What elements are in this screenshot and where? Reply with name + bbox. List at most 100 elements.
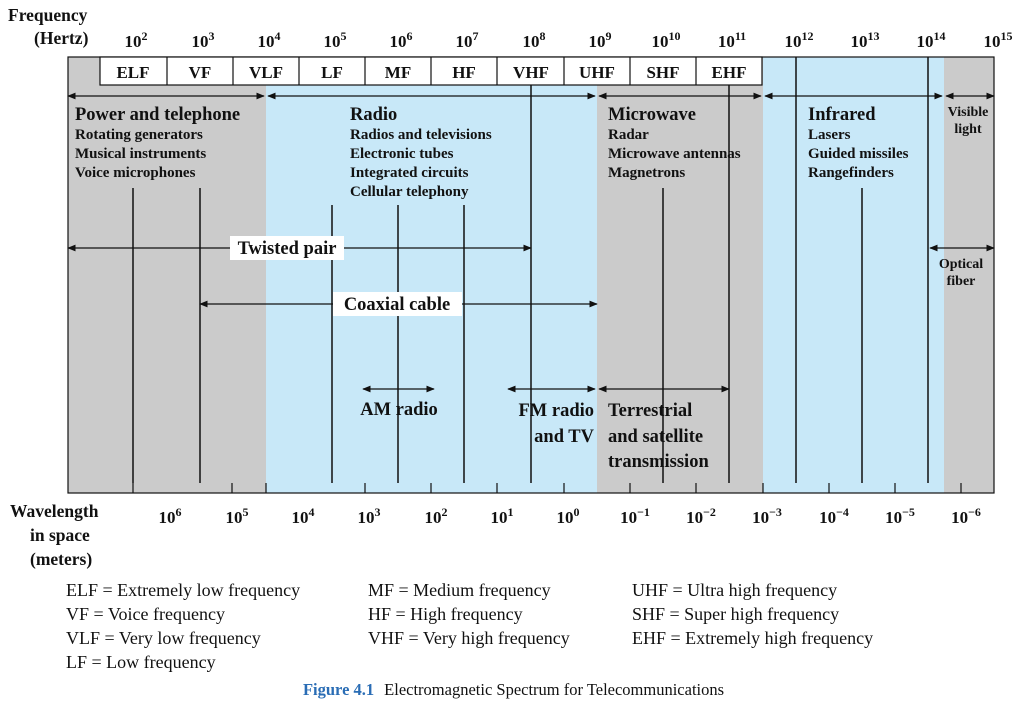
tick-label: 102	[425, 505, 448, 527]
tick-label: 102	[125, 29, 148, 51]
terrestrial-label: transmission	[608, 452, 709, 472]
tick-label: 1014	[917, 29, 946, 51]
spectrum-diagram: ELF VF VLF LF MF HF VHF UHF SHF EHF	[8, 5, 1013, 569]
tick-label: 103	[192, 29, 215, 51]
wavelength-ticks: 106 105 104 103 102 101 100 10−1 10−2 10−3 10−4 10−…	[159, 505, 981, 527]
radio-title: Radio	[350, 105, 397, 125]
legend-column-1: ELF = Extremely low frequency VF = Voice…	[66, 578, 300, 674]
infrared-item: Lasers	[808, 127, 851, 143]
visible-label: light	[954, 122, 982, 137]
legend-entry: VF = Voice frequency	[66, 604, 225, 624]
legend-entry: LF = Low frequency	[66, 652, 216, 672]
band-label: ELF	[116, 63, 149, 82]
legend-entry: MF = Medium frequency	[368, 580, 551, 600]
radio-region-fill	[266, 57, 597, 493]
infrared-region-fill	[763, 57, 944, 493]
radio-item: Cellular telephony	[350, 184, 469, 200]
band-label: VF	[189, 63, 212, 82]
media-labels: Twisted pair Coaxial cable Optical fiber…	[238, 239, 984, 472]
tick-label: 105	[226, 505, 249, 527]
legend-entry: EHF = Extremely high frequency	[632, 628, 874, 648]
wavelength-axis-label: in space	[30, 525, 90, 545]
band-label: VLF	[249, 63, 283, 82]
tick-label: 100	[557, 505, 580, 527]
radio-item: Integrated circuits	[350, 165, 469, 181]
tick-label: 109	[589, 29, 612, 51]
tick-label: 107	[456, 29, 479, 51]
tick-label: 105	[324, 29, 347, 51]
tick-label: 10−4	[819, 505, 849, 527]
band-labels: ELF VF VLF LF MF HF VHF UHF SHF EHF	[116, 63, 746, 82]
tick-label: 1013	[851, 29, 880, 51]
tick-label: 1010	[652, 29, 681, 51]
legend-column-2: MF = Medium frequency HF = High frequenc…	[368, 578, 570, 650]
terrestrial-label: Terrestrial	[608, 401, 692, 421]
microwave-item: Radar	[608, 127, 649, 143]
fm-radio-label: and TV	[534, 427, 594, 447]
tick-label: 106	[159, 505, 182, 527]
power-item: Rotating generators	[75, 127, 203, 143]
tick-label: 106	[390, 29, 413, 51]
band-label: LF	[321, 63, 343, 82]
frequency-ticks: 102 103 104 105 106 107 108 109 1010 1011 1012 1013…	[125, 29, 1013, 51]
coaxial-cable-label: Coaxial cable	[344, 295, 450, 315]
figure-title: Electromagnetic Spectrum for Telecommuni…	[384, 680, 725, 699]
fm-radio-label: FM radio	[518, 401, 594, 421]
band-label: EHF	[712, 63, 747, 82]
tick-label: 10−6	[951, 505, 981, 527]
wavelength-tick-marks	[132, 483, 962, 493]
tick-label: 1011	[718, 29, 746, 51]
frequency-axis: Frequency (Hertz)	[8, 5, 89, 48]
figure-number: Figure 4.1	[302, 680, 375, 699]
infrared-item: Rangefinders	[808, 165, 894, 181]
tick-label: 10−2	[686, 505, 716, 527]
wavelength-axis-label: (meters)	[30, 549, 92, 569]
tick-label: 1015	[984, 29, 1013, 51]
power-region-fill	[68, 57, 266, 493]
region-texts: Power and telephone Rotating generators …	[75, 105, 988, 200]
infrared-item: Guided missiles	[808, 146, 909, 162]
infrared-title: Infrared	[808, 105, 876, 125]
legend-entry: HF = High frequency	[368, 604, 523, 624]
visible-label: Visible	[948, 105, 989, 120]
legend-entry: VLF = Very low frequency	[66, 628, 261, 648]
band-label: VHF	[513, 63, 549, 82]
legend-entry: ELF = Extremely low frequency	[66, 580, 301, 600]
optical-fiber-label: Optical	[939, 257, 983, 272]
am-radio-label: AM radio	[360, 400, 438, 420]
twisted-pair-label: Twisted pair	[238, 239, 337, 259]
microwave-item: Magnetrons	[608, 165, 685, 181]
legend-column-3: UHF = Ultra high frequency SHF = Super h…	[632, 578, 873, 650]
power-item: Musical instruments	[75, 146, 206, 162]
tick-label: 104	[258, 29, 281, 51]
band-label: MF	[385, 63, 411, 82]
band-label: HF	[452, 63, 476, 82]
visible-region-fill	[944, 57, 994, 493]
band-dividers	[166, 57, 697, 85]
tick-label: 1012	[785, 29, 814, 51]
legend-entry: UHF = Ultra high frequency	[632, 580, 838, 600]
vertical-lines	[132, 57, 929, 483]
power-title: Power and telephone	[75, 105, 240, 125]
power-item: Voice microphones	[75, 165, 196, 181]
media-arrows	[67, 244, 995, 393]
tick-label: 101	[491, 505, 514, 527]
tick-label: 104	[292, 505, 315, 527]
band-label: SHF	[646, 63, 679, 82]
band-label: UHF	[579, 63, 615, 82]
wavelength-axis: Wavelength in space (meters)	[10, 501, 99, 569]
legend-entry: VHF = Very high frequency	[368, 628, 570, 648]
optical-fiber-label: fiber	[947, 274, 976, 289]
twisted-pair-label-bg	[230, 236, 344, 260]
wavelength-axis-label: Wavelength	[10, 501, 99, 521]
microwave-region-fill	[597, 57, 763, 493]
tick-label: 103	[358, 505, 381, 527]
coaxial-label-bg	[333, 292, 462, 316]
tick-label: 10−3	[752, 505, 782, 527]
microwave-item: Microwave antennas	[608, 146, 741, 162]
tick-label: 108	[523, 29, 546, 51]
microwave-title: Microwave	[608, 105, 696, 125]
frequency-axis-label: Frequency	[8, 5, 88, 25]
tick-label: 10−1	[620, 505, 650, 527]
legend-entry: SHF = Super high frequency	[632, 604, 840, 624]
